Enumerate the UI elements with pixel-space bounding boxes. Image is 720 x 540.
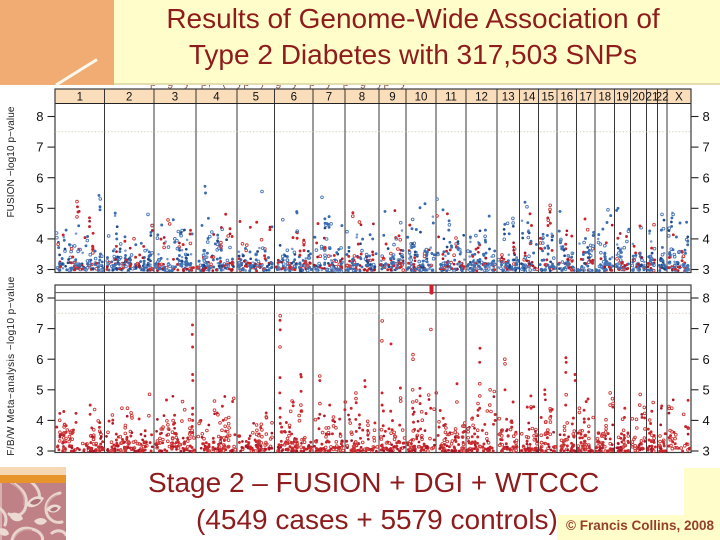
svg-text:FUSION −log10 p−value: FUSION −log10 p−value bbox=[6, 106, 17, 217]
svg-text:20: 20 bbox=[632, 92, 645, 104]
svg-text:7: 7 bbox=[36, 140, 43, 155]
svg-text:8: 8 bbox=[703, 109, 710, 124]
svg-text:15: 15 bbox=[541, 92, 554, 104]
svg-text:6: 6 bbox=[703, 170, 710, 185]
svg-text:17: 17 bbox=[579, 92, 592, 104]
svg-text:4: 4 bbox=[703, 232, 710, 247]
svg-text:3: 3 bbox=[36, 444, 43, 459]
svg-text:13: 13 bbox=[502, 92, 515, 104]
svg-text:2: 2 bbox=[126, 92, 132, 104]
svg-text:7: 7 bbox=[326, 92, 332, 104]
svg-text:7: 7 bbox=[703, 140, 710, 155]
svg-text:7: 7 bbox=[703, 321, 710, 336]
svg-text:8: 8 bbox=[359, 92, 365, 104]
svg-text:19: 19 bbox=[616, 92, 629, 104]
svg-text:5: 5 bbox=[703, 382, 710, 397]
svg-text:4: 4 bbox=[213, 92, 220, 104]
svg-text:8: 8 bbox=[36, 109, 43, 124]
svg-text:22: 22 bbox=[656, 92, 669, 104]
svg-text:3: 3 bbox=[703, 262, 710, 277]
svg-text:12: 12 bbox=[475, 92, 488, 104]
svg-text:6: 6 bbox=[291, 92, 297, 104]
svg-text:8: 8 bbox=[36, 291, 43, 306]
svg-text:X: X bbox=[675, 92, 683, 104]
svg-text:21: 21 bbox=[646, 92, 659, 104]
svg-text:18: 18 bbox=[598, 92, 611, 104]
svg-text:6: 6 bbox=[36, 170, 43, 185]
svg-text:4: 4 bbox=[36, 232, 43, 247]
svg-text:10: 10 bbox=[415, 92, 428, 104]
svg-text:14: 14 bbox=[523, 92, 536, 104]
svg-text:3: 3 bbox=[36, 262, 43, 277]
svg-text:1: 1 bbox=[77, 92, 83, 104]
svg-text:3: 3 bbox=[703, 444, 710, 459]
svg-text:5: 5 bbox=[703, 201, 710, 216]
svg-text:4: 4 bbox=[703, 413, 710, 428]
svg-text:3: 3 bbox=[172, 92, 178, 104]
svg-text:5: 5 bbox=[253, 92, 259, 104]
svg-text:11: 11 bbox=[445, 92, 457, 104]
svg-text:16: 16 bbox=[560, 92, 573, 104]
svg-text:5: 5 bbox=[36, 201, 43, 216]
svg-text:F/B/W Meta−analysis −log10 p−v: F/B/W Meta−analysis −log10 p−value bbox=[6, 276, 17, 456]
svg-text:6: 6 bbox=[703, 352, 710, 367]
svg-text:5: 5 bbox=[36, 382, 43, 397]
svg-text:8: 8 bbox=[703, 291, 710, 306]
svg-text:9: 9 bbox=[389, 92, 395, 104]
svg-text:7: 7 bbox=[36, 321, 43, 336]
svg-text:6: 6 bbox=[36, 352, 43, 367]
svg-text:4: 4 bbox=[36, 413, 43, 428]
